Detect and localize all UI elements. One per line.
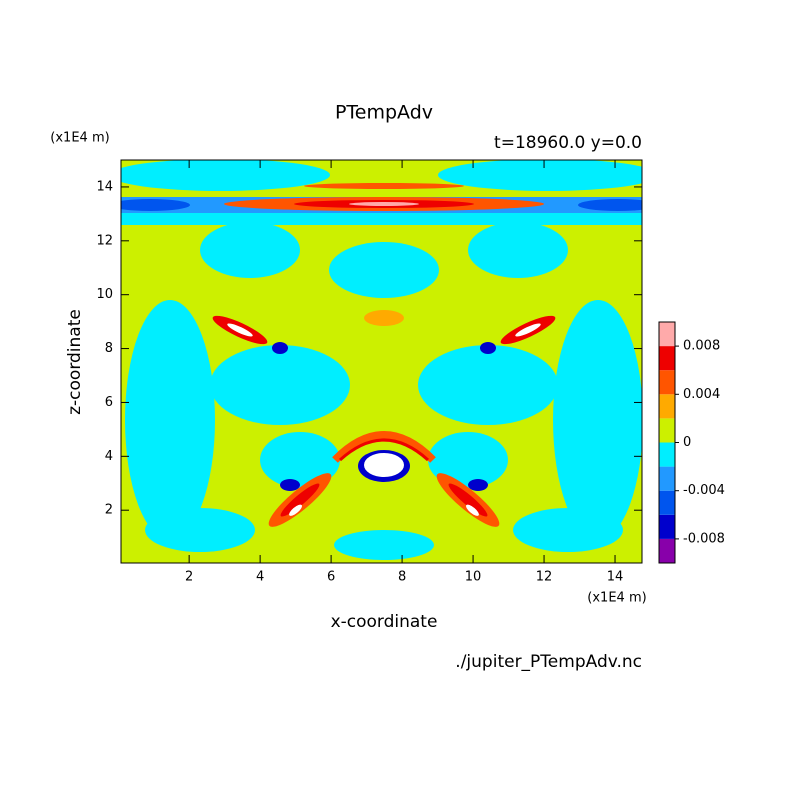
x-unit: (x1E4 m) xyxy=(587,591,646,606)
colorbar-bin xyxy=(659,490,675,515)
y-tick-label: 10 xyxy=(96,287,113,302)
x-tick-label: 2 xyxy=(185,570,193,585)
x-tick-label: 4 xyxy=(256,570,264,585)
subtitle: t=18960.0 y=0.0 xyxy=(494,133,642,153)
colorbar-tick-label: -0.004 xyxy=(683,483,725,498)
x-tick-label: 14 xyxy=(607,570,624,585)
colorbar-tick-label: 0 xyxy=(683,435,691,450)
y-tick-label: 4 xyxy=(105,449,113,464)
y-tick-label: 2 xyxy=(105,503,113,518)
y-axis-label: z-coordinate xyxy=(65,309,85,415)
colorbar-bin xyxy=(659,514,675,539)
colorbar-bin xyxy=(659,418,675,443)
x-tick-label: 10 xyxy=(465,570,482,585)
x-tick-label: 6 xyxy=(327,570,335,585)
colorbar-tick-label: 0.008 xyxy=(683,339,720,354)
colorbar-bin xyxy=(659,466,675,491)
y-unit: (x1E4 m) xyxy=(50,131,109,146)
colorbar-bin xyxy=(659,394,675,419)
x-tick-label: 12 xyxy=(536,570,553,585)
y-tick-label: 6 xyxy=(105,395,113,410)
colorbar-bin xyxy=(659,538,675,563)
colorbar-tick-label: 0.004 xyxy=(683,387,720,402)
x-tick-label: 8 xyxy=(398,570,406,585)
colorbar-bin xyxy=(659,370,675,395)
colorbar-bin xyxy=(659,346,675,371)
chart-title: PTempAdv xyxy=(335,102,433,124)
plot-frame xyxy=(120,159,643,564)
colorbar-bin xyxy=(659,442,675,467)
source-file: ./jupiter_PTempAdv.nc xyxy=(455,652,642,672)
y-tick-label: 12 xyxy=(96,233,113,248)
y-tick-label: 14 xyxy=(96,179,113,194)
colorbar-tick-label: -0.008 xyxy=(683,531,725,546)
colorbar-bin xyxy=(659,322,675,347)
y-tick-label: 8 xyxy=(105,341,113,356)
contour-field xyxy=(121,160,642,563)
x-axis-label: x-coordinate xyxy=(331,612,438,632)
